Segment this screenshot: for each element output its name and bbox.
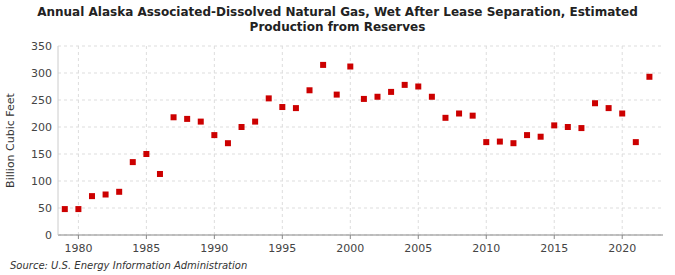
x-tick <box>418 235 419 239</box>
point <box>143 151 149 157</box>
grid-line-y <box>58 127 663 128</box>
x-tick <box>486 235 487 239</box>
point <box>75 206 81 212</box>
x-tick-label: 2005 <box>404 242 432 255</box>
grid-line-y <box>58 208 663 209</box>
grid-line-y <box>58 46 663 47</box>
point <box>103 192 109 198</box>
y-axis-label: Billion Cubic Feet <box>4 92 17 187</box>
grid-line-y <box>58 235 663 236</box>
x-tick-label: 1985 <box>132 242 160 255</box>
point <box>239 124 245 130</box>
grid-line-y <box>58 100 663 101</box>
y-axis-line <box>58 46 59 235</box>
point <box>483 139 489 145</box>
grid-line-y <box>58 181 663 182</box>
point <box>116 189 122 195</box>
point <box>578 125 584 131</box>
point <box>551 122 557 128</box>
point <box>470 113 476 119</box>
axes: 0 50 100 150 200 250 300 350 1980 1985 1990 1995 200… <box>31 40 663 255</box>
y-tick-label: 300 <box>31 67 52 80</box>
source-note: Source: U.S. Energy Information Administ… <box>10 260 247 271</box>
y-tick-label: 0 <box>45 229 52 242</box>
x-tick-label: 2020 <box>608 242 636 255</box>
grid-line-x <box>146 46 147 235</box>
x-axis-line <box>58 235 663 236</box>
grid-line-x <box>554 46 555 235</box>
point <box>266 95 272 101</box>
grid-line-x <box>350 46 351 235</box>
point <box>497 139 503 145</box>
point <box>510 140 516 146</box>
point <box>130 159 136 165</box>
x-tick <box>282 235 283 239</box>
point <box>646 74 652 80</box>
y-tick-label: 100 <box>31 175 52 188</box>
point <box>442 115 448 121</box>
x-tick <box>78 235 79 239</box>
point <box>619 111 625 117</box>
x-tick-label: 1980 <box>64 242 92 255</box>
grid-line-y <box>58 73 663 74</box>
x-tick <box>214 235 215 239</box>
chart: Annual Alaska Associated-Dissolved Natur… <box>0 0 675 275</box>
y-tick-label: 250 <box>31 94 52 107</box>
point <box>252 119 258 125</box>
x-tick <box>350 235 351 239</box>
x-tick-label: 1990 <box>200 242 228 255</box>
grid-line-x <box>214 46 215 235</box>
y-tick-label: 150 <box>31 148 52 161</box>
point <box>89 193 95 199</box>
y-tick-label: 350 <box>31 40 52 53</box>
point <box>334 92 340 98</box>
point <box>606 105 612 111</box>
point <box>633 139 639 145</box>
point <box>320 62 326 68</box>
point <box>225 140 231 146</box>
x-tick-label: 2010 <box>472 242 500 255</box>
point <box>198 119 204 125</box>
x-tick <box>554 235 555 239</box>
point <box>374 94 380 100</box>
x-tick <box>146 235 147 239</box>
point <box>429 94 435 100</box>
point <box>347 64 353 70</box>
point <box>415 84 421 90</box>
point <box>279 104 285 110</box>
point <box>184 116 190 122</box>
point <box>565 124 571 130</box>
y-tick-label: 50 <box>38 202 52 215</box>
point <box>388 89 394 95</box>
grid-line-x <box>418 46 419 235</box>
y-tick-label: 200 <box>31 121 52 134</box>
point <box>293 105 299 111</box>
point <box>524 132 530 138</box>
point <box>456 111 462 117</box>
point <box>361 96 367 102</box>
x-tick <box>622 235 623 239</box>
point <box>307 87 313 93</box>
title: Annual Alaska Associated-Dissolved Natur… <box>37 5 638 34</box>
points <box>62 62 653 212</box>
x-tick-label: 2000 <box>336 242 364 255</box>
point <box>538 134 544 140</box>
point <box>171 114 177 120</box>
point <box>592 100 598 106</box>
grid <box>58 46 663 235</box>
point <box>62 206 68 212</box>
x-tick-label: 2015 <box>540 242 568 255</box>
grid-line-x <box>622 46 623 235</box>
point <box>402 82 408 88</box>
point <box>157 171 163 177</box>
point <box>211 132 217 138</box>
x-tick-label: 1995 <box>268 242 296 255</box>
grid-line-x <box>282 46 283 235</box>
